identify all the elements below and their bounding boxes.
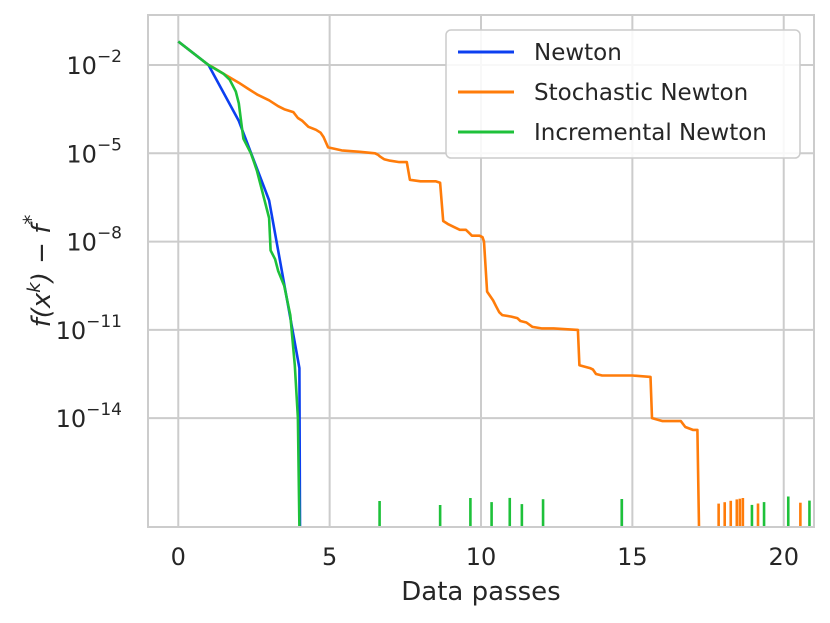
- y-axis-label: f(xk) − f*: [19, 215, 57, 328]
- x-tick-label: 0: [171, 543, 186, 571]
- y-tick-label: 10−2: [66, 47, 122, 80]
- series-line-incremental-newton: [177, 40, 301, 527]
- legend-label: Incremental Newton: [534, 120, 767, 146]
- x-tick-label: 10: [466, 543, 497, 571]
- x-axis-label: Data passes: [401, 577, 560, 607]
- y-tick-label: 10−14: [56, 400, 122, 433]
- plot-frame: [147, 14, 815, 528]
- plot-area: [177, 40, 811, 527]
- legend-label: Newton: [534, 40, 622, 66]
- legend-box: [445, 29, 801, 159]
- x-tick-label: 15: [617, 543, 648, 571]
- y-tick-label: 10−11: [56, 312, 122, 345]
- y-tick-labels: 10−2 10−5 10−8 10−11 10−14: [56, 47, 122, 433]
- y-tick-label: 10−8: [66, 224, 122, 257]
- legend: Newton Stochastic Newton Incremental Newto…: [445, 29, 801, 159]
- x-tick-label: 5: [322, 543, 337, 571]
- series-line-stochastic-newton: [177, 40, 701, 527]
- legend-label: Stochastic Newton: [534, 80, 748, 106]
- x-tick-label: 20: [768, 543, 799, 571]
- y-tick-label: 10−5: [66, 135, 122, 168]
- x-tick-labels: 0 5 10 15 20: [171, 543, 799, 571]
